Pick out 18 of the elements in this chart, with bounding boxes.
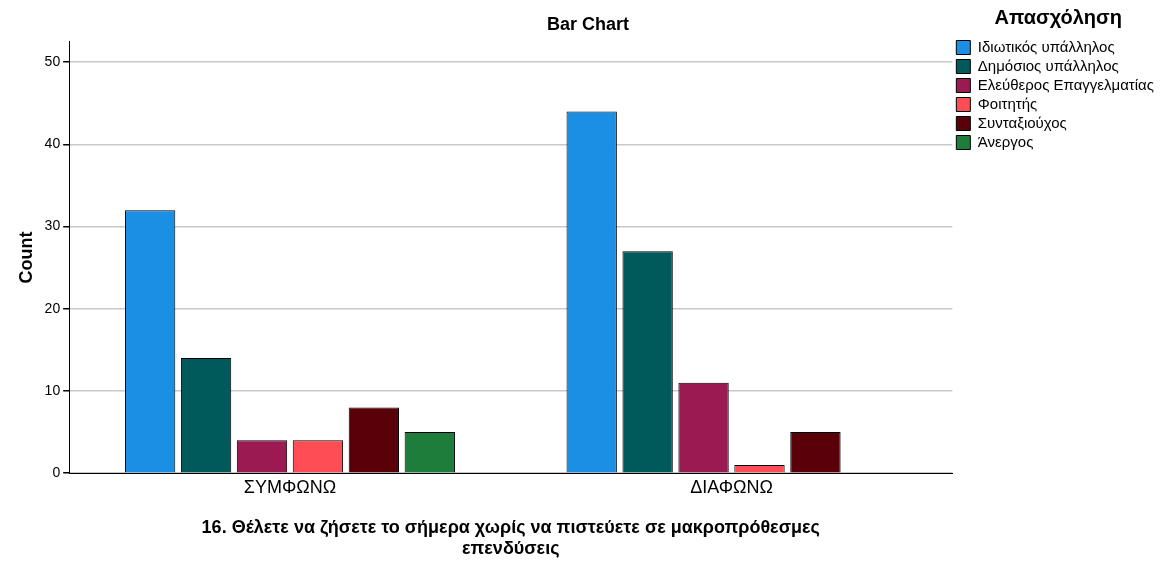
y-tick-label: 50 — [44, 53, 61, 70]
legend-label: Φοιτητής — [977, 94, 1038, 112]
x-axis-title: 16. Θέλετε να ζήσετε το σήμερα χωρίς να πιστεύετε σε μακροπρόθεσμες επενδύσεις — [201, 516, 820, 559]
legend-label: Ελεύθερος Επαγγελματίας — [977, 75, 1154, 93]
legend-title: Απασχόληση — [994, 5, 1122, 28]
legend-label: Άνεργος — [977, 132, 1034, 150]
y-tick-label: 40 — [44, 135, 61, 152]
y-tick-label: 10 — [44, 381, 61, 398]
x-tick-label: ΔΙΑΦΩΝΩ — [690, 476, 773, 497]
legend-label: Συνταξιούχος — [977, 113, 1067, 131]
y-tick-label: 30 — [44, 217, 61, 234]
y-tick-label: 0 — [52, 464, 61, 481]
y-tick-label: 20 — [44, 299, 61, 316]
chart-title: Bar Chart — [546, 13, 630, 34]
y-axis-title: Count — [15, 231, 36, 284]
legend-label: Ιδιωτικός υπάλληλος — [977, 37, 1115, 55]
x-tick-label: ΣΥΜΦΩΝΩ — [243, 476, 337, 497]
legend-label: Δημόσιος υπάλληλος — [977, 56, 1119, 74]
